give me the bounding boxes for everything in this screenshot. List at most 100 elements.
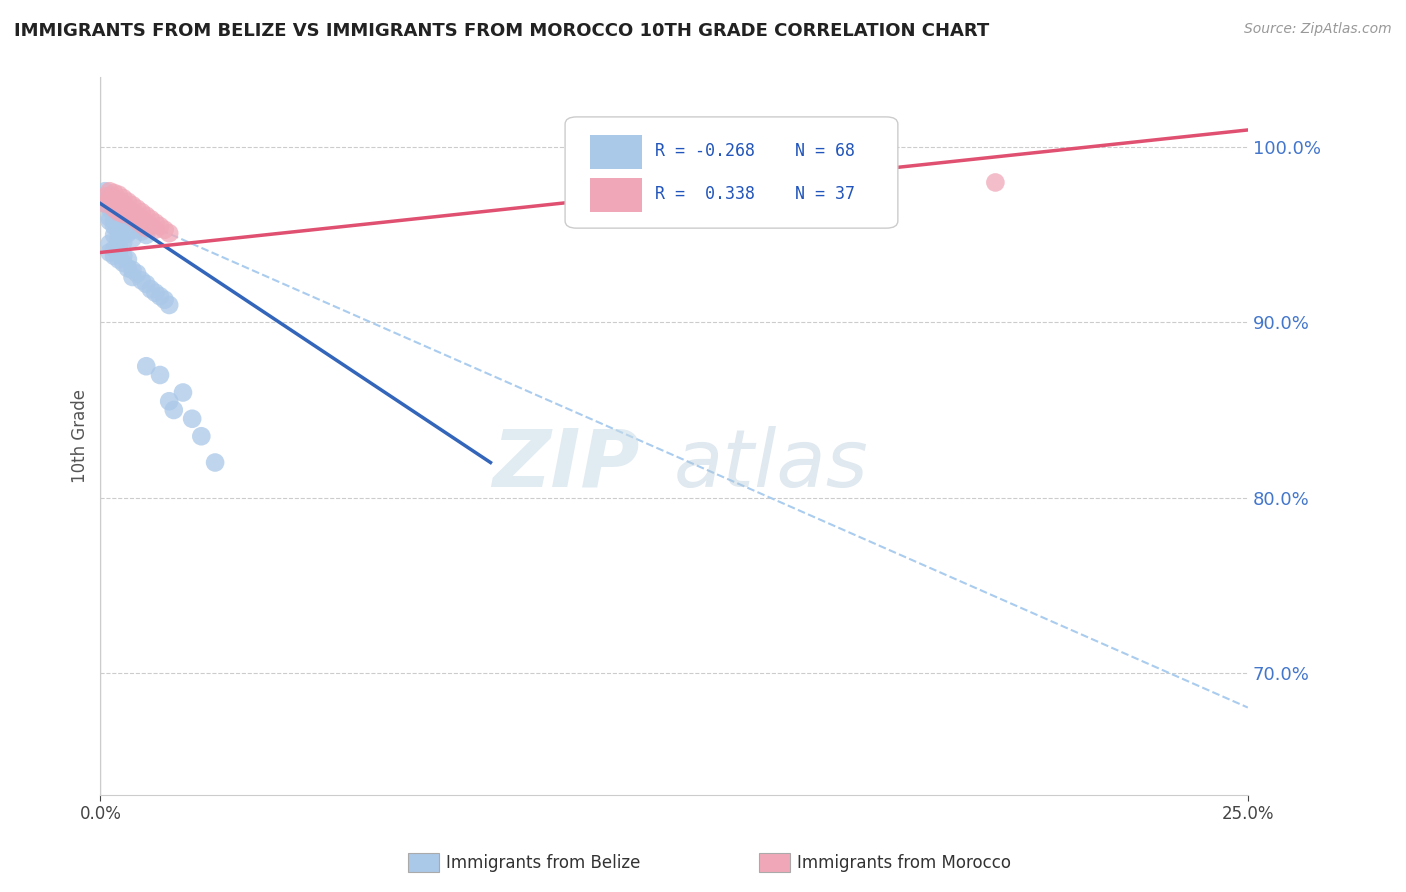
Point [117,202,139,216]
Point [145,285,167,300]
Point [135,277,157,291]
Point [107,196,129,211]
Point [125,267,148,281]
Point [98,211,121,225]
Point [145,223,167,237]
Point [157,394,180,409]
Point [98,245,121,260]
Point [98,184,121,198]
Point [94,189,117,203]
Point [117,207,139,221]
Text: ZIP: ZIP [492,426,640,504]
Point [117,261,139,276]
Point [107,193,129,207]
Point [107,205,129,219]
Bar [591,135,643,169]
Point [125,211,148,225]
Point [94,184,117,198]
Text: Immigrants from Belize: Immigrants from Belize [446,854,640,871]
Text: Immigrants from Morocco: Immigrants from Morocco [797,854,1011,871]
Point [112,191,135,205]
Point [135,227,157,242]
Point [121,270,143,285]
Point [103,219,125,234]
Point [131,224,153,238]
Point [121,211,143,225]
Point [107,231,129,245]
Point [121,263,143,277]
Point [121,205,143,219]
Point [107,224,129,238]
Point [107,218,129,232]
Point [131,218,153,232]
Point [103,227,125,242]
Point [131,205,153,219]
Point [121,223,143,237]
Point [135,209,157,223]
Point [98,189,121,203]
Point [131,273,153,287]
Point [125,209,148,223]
Point [190,429,212,443]
Point [824,131,846,145]
Point [145,216,167,230]
Point [121,214,143,228]
Point [103,200,125,214]
Point [112,235,135,249]
Point [135,216,157,230]
Point [112,227,135,242]
Bar [591,178,643,212]
Point [107,238,129,252]
Point [94,196,117,211]
Point [149,219,172,234]
Point [125,202,148,216]
Point [98,202,121,216]
Point [172,385,194,400]
Point [149,289,172,303]
Point [153,223,176,237]
Point [107,211,129,225]
Text: Source: ZipAtlas.com: Source: ZipAtlas.com [1244,22,1392,37]
Point [112,214,135,228]
Point [984,176,1007,190]
Point [163,403,186,417]
Point [117,218,139,232]
Point [112,256,135,270]
Point [103,242,125,256]
Point [112,196,135,211]
Point [117,252,139,267]
Point [117,202,139,216]
Point [107,252,129,267]
Point [98,236,121,251]
Point [121,205,143,219]
Point [125,214,148,228]
Point [103,207,125,221]
FancyBboxPatch shape [565,117,898,228]
Point [139,219,162,234]
Point [117,211,139,225]
Point [117,194,139,209]
Y-axis label: 10th Grade: 10th Grade [72,389,89,483]
Point [107,245,129,260]
Point [125,219,148,234]
Point [157,226,180,240]
Text: R =  0.338    N = 37: R = 0.338 N = 37 [655,186,855,203]
Point [98,193,121,207]
Point [157,298,180,312]
Point [103,191,125,205]
Point [107,245,129,260]
Point [149,368,172,382]
Point [103,194,125,209]
Point [112,249,135,263]
Point [153,293,176,307]
Point [204,456,226,470]
Point [139,212,162,227]
Point [94,196,117,211]
Point [112,221,135,235]
Point [112,200,135,214]
Point [103,202,125,216]
Point [135,221,157,235]
Text: IMMIGRANTS FROM BELIZE VS IMMIGRANTS FROM MOROCCO 10TH GRADE CORRELATION CHART: IMMIGRANTS FROM BELIZE VS IMMIGRANTS FRO… [14,22,990,40]
Text: R = -0.268    N = 68: R = -0.268 N = 68 [655,143,855,161]
Point [131,212,153,227]
